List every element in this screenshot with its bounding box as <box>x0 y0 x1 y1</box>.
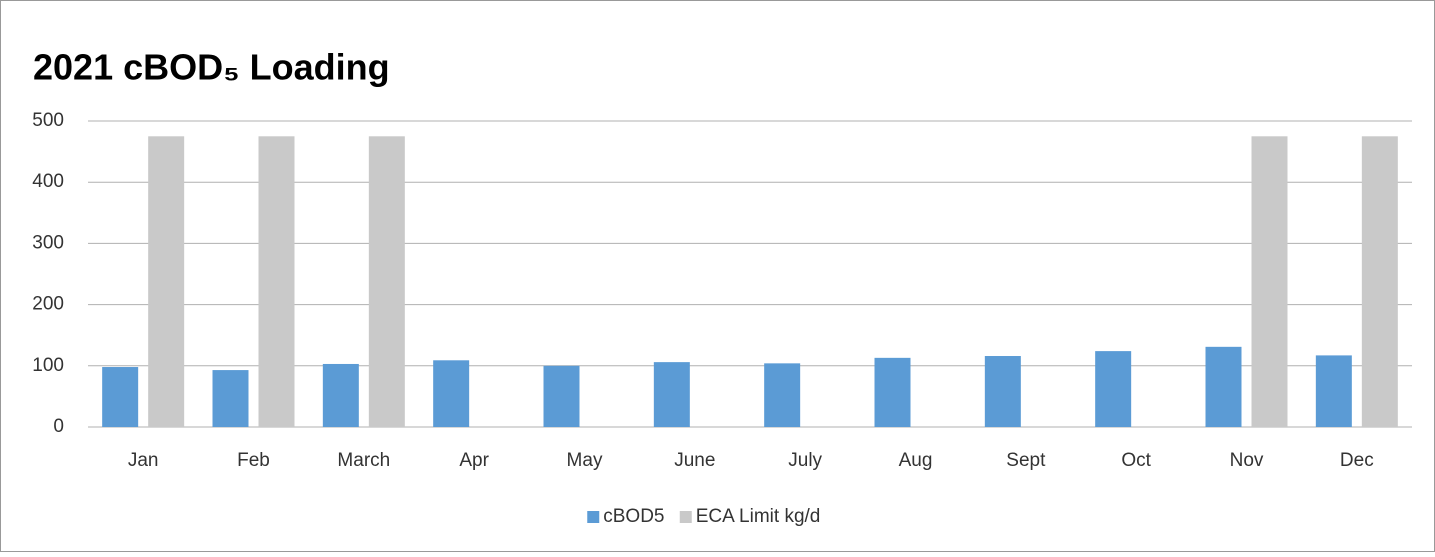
x-tick-label: March <box>337 450 390 471</box>
bar <box>764 363 801 427</box>
bar <box>984 356 1021 427</box>
bar <box>1361 136 1398 428</box>
y-tick-label: 300 <box>32 232 64 253</box>
bar <box>322 363 359 427</box>
bar <box>433 360 470 427</box>
bar <box>102 367 139 427</box>
bar <box>1315 355 1352 427</box>
y-tick-label: 0 <box>53 416 64 437</box>
bar <box>368 136 405 428</box>
bar <box>212 370 249 427</box>
x-tick-label: Sept <box>1006 450 1046 471</box>
bar <box>148 136 185 428</box>
y-tick-label: 500 <box>32 110 64 131</box>
x-tick-label: July <box>788 450 822 471</box>
x-tick-label: May <box>567 450 603 471</box>
y-tick-label: 100 <box>32 355 64 376</box>
x-tick-label: Dec <box>1340 450 1374 471</box>
legend-swatch <box>587 511 600 523</box>
bar <box>653 362 690 427</box>
x-tick-label: Jan <box>128 450 159 471</box>
x-tick-label: Aug <box>899 450 933 471</box>
y-tick-label: 200 <box>32 294 64 315</box>
legend-label: ECA Limit kg/d <box>696 506 821 527</box>
bar <box>874 357 911 427</box>
legend-swatch <box>679 511 692 523</box>
x-tick-label: Apr <box>459 450 489 471</box>
x-tick-label: Oct <box>1121 450 1151 471</box>
bar <box>543 365 580 427</box>
legend-label: cBOD5 <box>603 506 664 527</box>
bar <box>1095 351 1132 427</box>
x-tick-label: Feb <box>237 450 270 471</box>
chart-title: 2021 cBOD₅ Loading <box>33 47 390 88</box>
y-tick-label: 400 <box>32 171 64 192</box>
bar <box>1205 346 1242 427</box>
bar <box>1251 136 1288 428</box>
x-tick-label: Nov <box>1230 450 1264 471</box>
bar <box>258 136 295 428</box>
x-tick-label: June <box>674 450 715 471</box>
